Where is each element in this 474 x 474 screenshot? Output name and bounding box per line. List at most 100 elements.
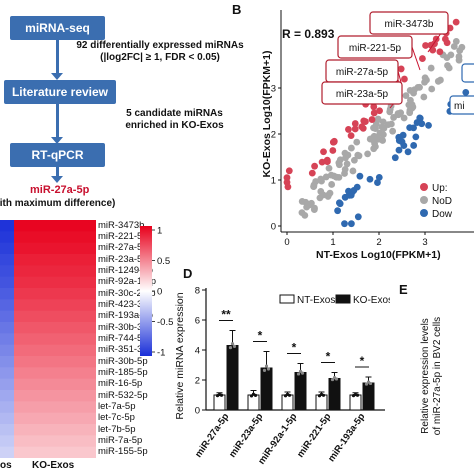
heatmap-cell-ko bbox=[14, 333, 96, 346]
scatter-point-nodiff bbox=[379, 137, 387, 144]
scatter-point-nodiff bbox=[416, 83, 423, 91]
scatter-point-up bbox=[324, 158, 331, 166]
scatter-y-tick-label: 1 bbox=[271, 176, 276, 187]
bar-replicate-point bbox=[266, 367, 271, 371]
heatmap-row-label: miR-30b-5p bbox=[98, 355, 148, 367]
scatter-point-nodiff bbox=[428, 85, 436, 93]
heatmap-cell-nt bbox=[0, 333, 14, 346]
panel-e-letter: E bbox=[399, 282, 408, 297]
heatmap-cell-nt bbox=[0, 424, 14, 436]
heatmap-row-label: miR-30b-3p bbox=[98, 321, 148, 333]
bar-nt bbox=[281, 394, 294, 411]
bar-replicate-point bbox=[355, 393, 360, 397]
scatter-point-up bbox=[284, 183, 292, 191]
scatter-point-up bbox=[422, 42, 429, 49]
sig-label: * bbox=[326, 350, 331, 364]
heatmap-row-label: miR-193a-5p bbox=[98, 310, 153, 322]
heatmap-cell-nt bbox=[0, 401, 14, 414]
scatter-point-nodiff bbox=[406, 86, 414, 94]
bar-replicate-point bbox=[321, 393, 326, 397]
bar-replicate-point bbox=[219, 393, 224, 397]
flow-arrow-3 bbox=[56, 167, 59, 177]
heatmap-grid bbox=[0, 220, 96, 458]
bar-nt bbox=[349, 394, 362, 411]
bar-y-tick-label: 6 bbox=[195, 316, 200, 327]
scatter-point-up bbox=[436, 48, 444, 56]
heatmap-row-label: let-7a-5p bbox=[98, 401, 136, 412]
heatmap-cell-ko bbox=[14, 390, 96, 402]
scatter-point-down bbox=[366, 175, 374, 183]
bar-replicate-point bbox=[330, 377, 335, 382]
heatmap-row-label: miR-27a-5p bbox=[98, 242, 148, 254]
scatter-point-down bbox=[395, 146, 403, 154]
heatmap-row-label: miR-3473b bbox=[98, 219, 145, 231]
flow-result: miR-27a-5p bbox=[30, 184, 90, 196]
heatmap-cell-ko bbox=[14, 265, 96, 278]
scatter-y-tick-label: 3 bbox=[271, 84, 276, 95]
scatter-point-up bbox=[368, 116, 376, 123]
sig-label: * bbox=[258, 329, 263, 343]
flow-arrow-2 bbox=[56, 104, 59, 138]
bar-legend-swatch bbox=[279, 294, 295, 304]
scatter-point-up bbox=[358, 123, 366, 131]
bar-legend-swatch bbox=[335, 294, 351, 304]
flow-note-candidates: 5 candidate miRNAs enriched in KO-Exos bbox=[112, 108, 237, 132]
scatter-point-nodiff bbox=[349, 167, 357, 175]
scatter-point-nodiff bbox=[317, 175, 325, 183]
heatmap-row-label: miR-92a-1-5p bbox=[98, 276, 157, 288]
scatter-y-tick-label: 0 bbox=[271, 222, 276, 233]
scatter-point-down bbox=[375, 173, 383, 181]
bar-category-label: miR-27a-5p bbox=[193, 411, 231, 459]
bar-replicate-point bbox=[368, 381, 373, 386]
scatter-point-nodiff bbox=[370, 145, 378, 153]
scatter-point-nodiff bbox=[380, 124, 388, 132]
flow-arrow-1 bbox=[56, 40, 59, 74]
heatmap-cell-ko bbox=[14, 288, 96, 300]
scatter-point-down bbox=[391, 154, 399, 162]
scatter-point-up bbox=[419, 55, 426, 62]
bar-replicate-point bbox=[230, 342, 235, 346]
bar-replicate-point bbox=[232, 344, 237, 348]
scatter-point-up bbox=[320, 148, 327, 156]
scatter-point-nodiff bbox=[443, 54, 451, 62]
scatter-point-down bbox=[425, 121, 432, 129]
scatter-x-tick-label: 2 bbox=[376, 237, 381, 248]
bar-nt bbox=[315, 394, 328, 411]
callout-label: miR-3473b bbox=[385, 19, 434, 30]
callout-leader bbox=[411, 46, 421, 71]
heatmap-row-label: miR-185-5p bbox=[98, 367, 148, 378]
bar-y-tick-label: 0 bbox=[195, 406, 200, 417]
bar-y-tick-label: 4 bbox=[195, 346, 200, 357]
scatter-point-nodiff bbox=[354, 151, 362, 159]
legend-label: NoD bbox=[432, 196, 452, 207]
flow-note-degs-line2: (|log2FC| ≥ 1, FDR < 0.05) bbox=[100, 52, 220, 63]
legend-marker bbox=[420, 209, 428, 217]
heatmap-cell-nt bbox=[0, 446, 14, 458]
heatmap-cell-ko bbox=[14, 356, 96, 368]
heatmap-cell-nt bbox=[0, 254, 14, 266]
scatter-point-nodiff bbox=[374, 115, 382, 123]
scatter-point-down bbox=[400, 142, 408, 150]
scatter-point-up bbox=[329, 147, 337, 154]
flow-step-literature-review: Literature review bbox=[4, 80, 116, 104]
heatmap-cell-ko bbox=[14, 242, 96, 255]
scatter-point-nodiff bbox=[396, 110, 404, 117]
bar-nt bbox=[247, 394, 260, 411]
scatter-point-down bbox=[354, 213, 362, 221]
bar-y-tick-label: 2 bbox=[195, 376, 200, 387]
scatter-point-nodiff bbox=[364, 150, 372, 158]
heatmap-row-label: miR-155-5p bbox=[98, 446, 148, 458]
sig-label: * bbox=[292, 341, 297, 355]
callout-box-cut bbox=[461, 63, 474, 83]
heatmap-row-label: let-7c-5p bbox=[98, 412, 135, 424]
scale-bar bbox=[140, 226, 152, 356]
bar-replicate-point bbox=[296, 372, 301, 376]
heatmap-cell-nt bbox=[0, 378, 14, 391]
scatter-point-nodiff bbox=[427, 64, 435, 72]
scatter-point-up bbox=[318, 158, 326, 166]
bar-replicate-point bbox=[228, 346, 233, 350]
heatmap-cell-nt bbox=[0, 288, 14, 300]
scatter-point-down bbox=[413, 119, 421, 126]
scatter-point-up bbox=[401, 75, 408, 83]
scatter-point-up bbox=[351, 120, 359, 127]
